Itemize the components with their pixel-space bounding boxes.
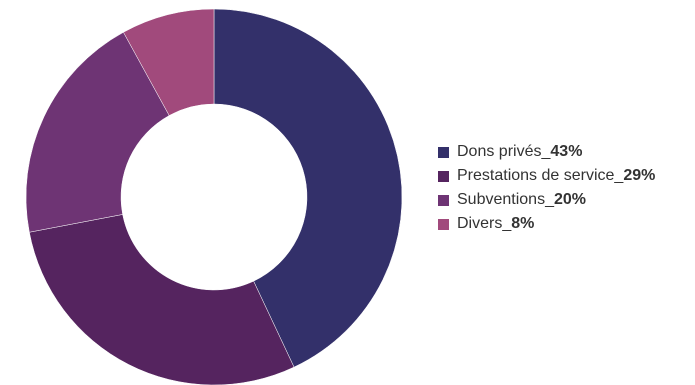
- legend-value: 8%: [511, 215, 535, 232]
- donut-slice-prestations-de-service: [29, 214, 295, 385]
- donut-slice-subventions: [25, 31, 170, 233]
- legend-label: Divers: [457, 215, 503, 232]
- legend-value: 29%: [623, 167, 656, 184]
- donut-slice-dons-priv-s: [213, 8, 403, 368]
- donut-slice-divers: [123, 8, 215, 116]
- legend-label: Prestations de service: [457, 167, 615, 184]
- legend-item-dons-prives: Dons privés _ 43%: [438, 140, 655, 164]
- legend-item-subventions: Subventions _ 20%: [438, 188, 655, 212]
- legend-separator: _: [545, 191, 554, 208]
- legend-item-divers: Divers _ 8%: [438, 212, 655, 236]
- chart-legend: Dons privés _ 43% Prestations de service _ 2…: [438, 140, 655, 236]
- legend-value: 43%: [550, 143, 583, 160]
- legend-value: 20%: [553, 191, 586, 208]
- legend-separator: _: [541, 143, 551, 160]
- donut-chart: [25, 8, 403, 385]
- legend-swatch: [438, 146, 449, 158]
- legend-label: Dons privés: [457, 143, 542, 160]
- legend-swatch: [438, 194, 449, 206]
- legend-separator: _: [502, 215, 512, 232]
- legend-separator: _: [614, 167, 624, 184]
- legend-swatch: [438, 218, 449, 230]
- legend-label: Subventions: [457, 191, 546, 208]
- legend-swatch: [438, 170, 449, 182]
- legend-item-prestations-de-service: Prestations de service _ 29%: [438, 164, 655, 188]
